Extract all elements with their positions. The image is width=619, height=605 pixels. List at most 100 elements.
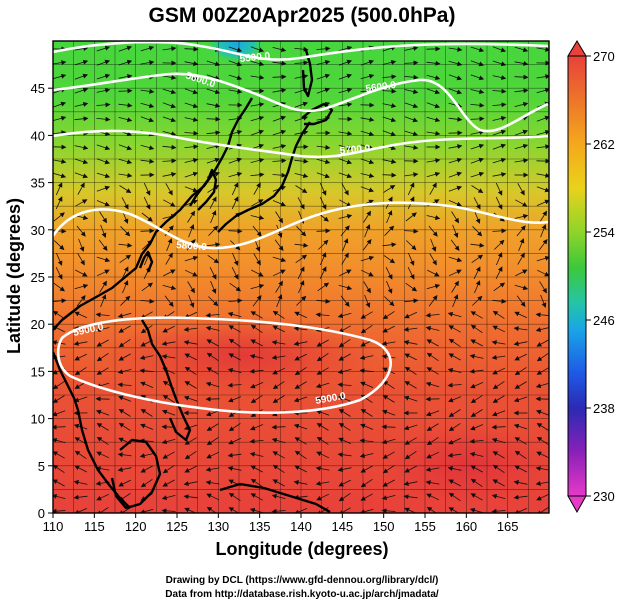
streamline-arrow-364 — [471, 254, 484, 264]
streamline-arrow-91 — [536, 87, 549, 94]
streamline-arrow-714 — [73, 480, 88, 485]
streamline-arrow-222 — [382, 172, 397, 178]
streamline-arrow-96 — [140, 102, 155, 109]
streamline-arrow-212 — [162, 172, 177, 177]
streamline-arrow-377 — [251, 269, 264, 277]
streamline-arrow-680 — [337, 452, 352, 458]
streamline-arrow-550 — [514, 367, 527, 376]
streamline-arrow-600 — [95, 409, 110, 416]
streamline-arrow-743 — [206, 493, 220, 501]
streamline-arrow-781 — [536, 507, 549, 513]
x-tick-label: 140 — [290, 519, 312, 534]
streamline-arrow-33 — [272, 60, 287, 66]
streamline-arrow-81 — [316, 87, 331, 94]
streamline-arrow-438 — [74, 311, 88, 319]
streamline-arrow-462 — [95, 327, 110, 333]
streamline-arrow-670 — [117, 452, 132, 458]
streamline-arrow-398 — [210, 280, 217, 294]
streamline-arrow-92 — [53, 101, 67, 108]
streamline-arrow-193 — [250, 157, 265, 163]
streamline-arrow-505 — [536, 339, 549, 347]
streamline-arrow-749 — [338, 492, 351, 502]
streamline-arrow-574 — [535, 382, 549, 389]
streamline-arrow-463 — [118, 325, 131, 333]
streamline-arrow-56 — [272, 74, 287, 80]
streamline-arrow-405 — [363, 281, 371, 294]
streamline-arrow-252 — [536, 186, 549, 193]
streamline-arrow-528 — [536, 352, 549, 362]
streamline-arrow-742 — [183, 494, 198, 500]
streamline-arrow-637 — [403, 424, 418, 431]
streamline-arrow-68 — [536, 74, 549, 80]
streamline-arrow-722 — [250, 478, 263, 488]
streamline-arrow-699 — [250, 465, 263, 473]
streamline-arrow-447 — [272, 310, 285, 319]
streamline-arrow-584 — [250, 395, 263, 404]
streamline-arrow-570 — [447, 382, 462, 388]
streamline-arrow-189 — [162, 158, 177, 164]
streamline-arrow-184 — [53, 159, 67, 164]
streamline-arrow-613 — [381, 409, 396, 416]
streamline-arrow-591 — [403, 395, 418, 402]
streamline-arrow-316 — [428, 225, 438, 237]
streamline-arrow-164 — [118, 144, 133, 151]
streamline-arrow-242 — [319, 182, 327, 196]
streamline-arrow-683 — [404, 450, 417, 460]
streamline-arrow-41 — [448, 60, 463, 67]
streamline-arrow-625 — [140, 423, 154, 430]
streamline-arrow-345 — [56, 252, 63, 266]
streamline-arrow-705 — [382, 464, 395, 474]
streamline-arrow-641 — [491, 424, 506, 430]
streamline-arrow-767 — [228, 507, 240, 513]
streamline-arrow-640 — [470, 424, 484, 431]
streamline-arrow-255 — [96, 200, 110, 207]
contour-5500 — [53, 41, 549, 61]
streamline-arrow-205 — [514, 158, 529, 164]
streamline-arrow-576 — [73, 396, 88, 403]
streamline-arrow-87 — [448, 88, 463, 95]
streamline-arrow-390 — [537, 269, 549, 277]
streamline-arrow-332 — [274, 239, 284, 251]
contour-label-5700: 5700.0 — [339, 143, 371, 157]
streamline-arrow-453 — [404, 311, 418, 319]
streamline-arrow-727 — [360, 478, 373, 488]
streamline-arrow-674 — [206, 451, 220, 459]
streamline-arrow-615 — [425, 410, 440, 417]
streamline-arrow-75 — [184, 88, 199, 95]
streamline-arrow-774 — [381, 508, 396, 513]
streamline-arrow-272 — [473, 197, 481, 210]
streamline-arrow-263 — [272, 200, 286, 207]
streamline-arrow-417 — [120, 295, 131, 306]
streamline-arrow-507 — [74, 353, 87, 361]
y-tick-label: 25 — [31, 270, 45, 285]
streamline-arrow-352 — [207, 254, 220, 264]
streamline-arrow-305 — [188, 223, 195, 238]
streamline-arrow-623 — [96, 423, 109, 431]
streamline-arrow-596 — [513, 396, 528, 403]
streamline-arrow-38 — [382, 59, 397, 65]
streamline-arrow-394 — [122, 280, 129, 294]
streamline-arrow-725 — [315, 480, 330, 486]
streamline-arrow-304 — [164, 225, 174, 237]
streamline-arrow-317 — [452, 224, 459, 239]
streamline-arrow-208 — [74, 172, 89, 179]
y-axis-ticks: 0 5 10 15 20 25 30 35 40 45 — [31, 81, 53, 521]
streamline-arrow-716 — [118, 479, 131, 487]
streamline-arrow-213 — [184, 171, 199, 178]
contour-5700 — [53, 129, 549, 159]
streamline-arrow-763 — [139, 508, 154, 513]
streamline-arrow-181 — [492, 143, 507, 150]
streamline-arrow-334 — [318, 239, 329, 250]
streamline-arrow-124 — [250, 115, 265, 122]
streamline-arrow-18 — [448, 46, 463, 52]
streamline-arrow-662 — [448, 437, 462, 445]
streamline-arrow-395 — [141, 282, 154, 292]
contour-label-5900b: 5900.0 — [315, 391, 347, 407]
colorbar-tick-label: 238 — [593, 401, 615, 416]
y-tick-label: 30 — [31, 223, 45, 238]
streamline-arrow-155 — [426, 130, 441, 136]
streamline-arrow-273 — [495, 196, 503, 210]
streamline-arrow-318 — [472, 226, 483, 237]
streamline-arrow-700 — [272, 464, 285, 474]
